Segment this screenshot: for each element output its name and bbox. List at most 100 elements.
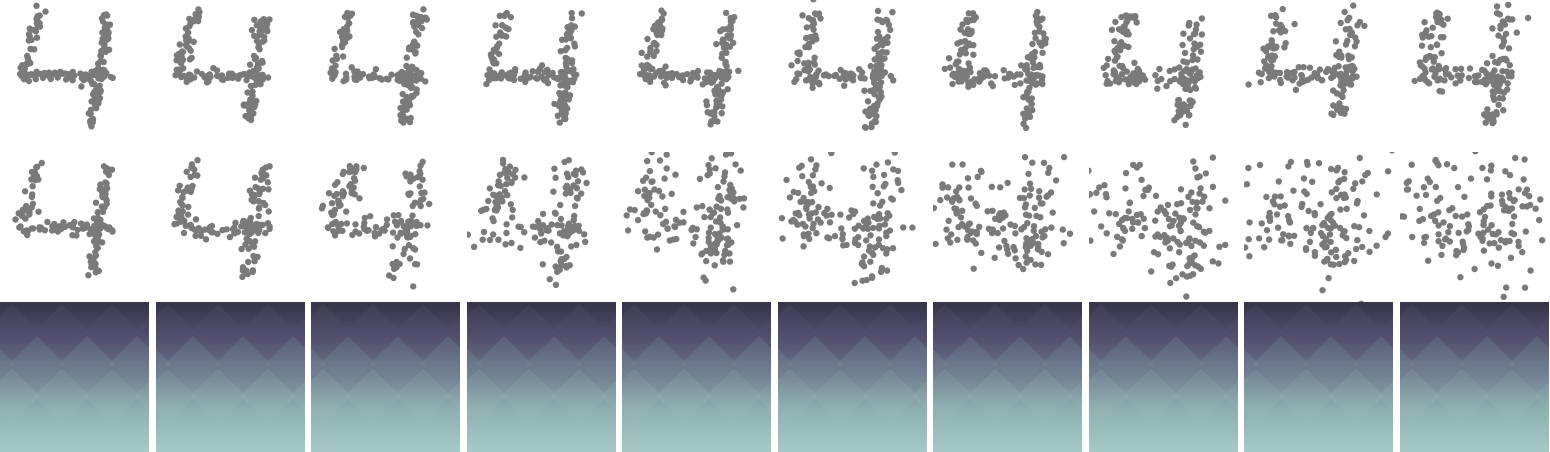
density-lobe	[1378, 381, 1393, 411]
data-point	[1504, 1, 1511, 9]
data-point	[1221, 197, 1228, 204]
data-point	[1037, 261, 1045, 268]
data-point	[1492, 108, 1499, 116]
data-point	[840, 82, 847, 89]
data-point	[257, 176, 264, 183]
data-point	[328, 200, 336, 207]
data-point	[1280, 231, 1287, 238]
data-point	[571, 202, 578, 210]
data-point	[566, 29, 573, 36]
data-point	[946, 64, 954, 71]
data-point	[676, 219, 683, 226]
noisy-point-cloud-panel	[156, 152, 311, 302]
density-lobe	[1088, 368, 1129, 424]
data-point	[648, 152, 655, 156]
data-point	[795, 70, 803, 78]
data-point	[494, 236, 502, 243]
data-point	[1059, 226, 1066, 233]
data-point	[1300, 175, 1308, 182]
data-point	[1040, 159, 1048, 166]
data-point	[405, 223, 412, 230]
data-point	[860, 253, 867, 260]
data-point	[193, 157, 201, 164]
data-point	[719, 257, 727, 264]
density-lobe	[239, 368, 296, 424]
data-point	[578, 10, 585, 17]
data-point	[477, 207, 484, 214]
density-panel	[155, 302, 305, 452]
data-point	[1183, 77, 1190, 84]
data-point	[486, 236, 493, 244]
data-point	[341, 13, 349, 20]
density-lobe	[1508, 336, 1549, 392]
data-point	[250, 16, 257, 23]
density-lobe	[1244, 368, 1284, 424]
data-point	[1103, 62, 1110, 69]
data-point	[1426, 53, 1433, 60]
data-point	[800, 233, 807, 240]
density-lobe	[1017, 304, 1073, 360]
data-point	[872, 118, 879, 126]
data-point	[1437, 50, 1445, 57]
data-point	[807, 156, 814, 163]
data-point	[397, 111, 404, 119]
data-point	[95, 60, 102, 67]
data-point	[1326, 212, 1334, 219]
data-point	[403, 228, 411, 235]
data-point	[1474, 230, 1482, 237]
data-point	[1190, 45, 1197, 53]
density-lobe	[777, 304, 818, 360]
data-point	[361, 214, 368, 222]
data-point	[1506, 171, 1513, 179]
data-point	[658, 27, 666, 34]
data-point	[991, 254, 998, 261]
data-point	[1126, 199, 1133, 206]
data-point	[1182, 121, 1189, 128]
data-point	[1269, 68, 1276, 75]
data-point	[398, 117, 405, 124]
data-point	[495, 50, 502, 58]
data-point	[342, 70, 350, 78]
data-point	[257, 169, 265, 176]
data-point	[623, 212, 630, 219]
data-point	[953, 193, 961, 201]
data-point	[807, 33, 814, 41]
data-point	[1175, 64, 1182, 71]
data-point	[1328, 249, 1335, 256]
data-point	[29, 183, 36, 190]
data-point	[1351, 43, 1359, 50]
data-point	[102, 21, 109, 28]
data-point	[1122, 169, 1129, 177]
data-point	[94, 209, 102, 216]
data-point	[1322, 235, 1330, 242]
data-point	[1438, 242, 1446, 250]
data-point	[1000, 67, 1007, 74]
density-lobe	[811, 304, 868, 360]
scatter-plot	[1399, 152, 1545, 300]
data-point	[778, 235, 786, 242]
data-point	[1518, 248, 1525, 256]
data-point	[874, 7, 881, 15]
data-point	[1122, 18, 1130, 26]
data-point	[650, 25, 657, 33]
data-point	[875, 210, 882, 218]
data-point	[1323, 243, 1330, 251]
data-point	[426, 200, 433, 208]
data-point	[92, 269, 100, 276]
noisy-point-cloud-row	[0, 152, 1550, 302]
data-point	[959, 161, 966, 168]
data-point	[1205, 205, 1213, 212]
data-point	[1020, 265, 1027, 273]
data-point	[1494, 32, 1502, 39]
data-point	[507, 201, 514, 208]
data-point	[1284, 212, 1292, 220]
data-point	[718, 54, 725, 61]
data-point	[1459, 238, 1466, 245]
data-point	[692, 233, 699, 241]
data-point	[666, 237, 673, 244]
data-point	[1184, 193, 1192, 200]
data-point	[100, 66, 107, 74]
data-point	[1351, 257, 1358, 265]
data-point	[1494, 101, 1502, 109]
data-point	[694, 74, 701, 81]
